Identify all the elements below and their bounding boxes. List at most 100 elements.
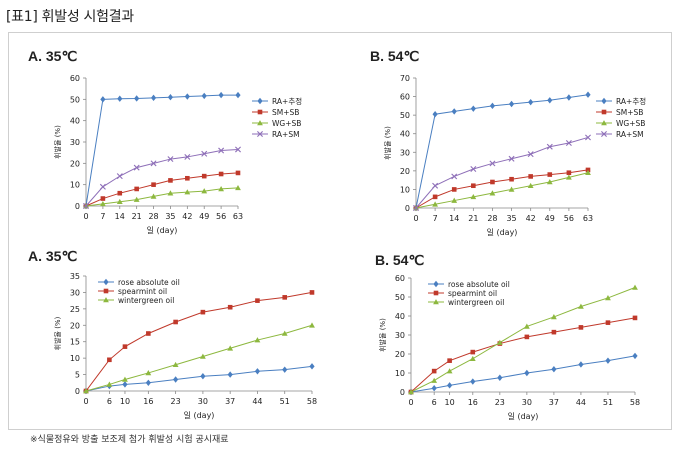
x-tick-label: 63 bbox=[583, 214, 593, 223]
data-point bbox=[546, 143, 553, 150]
legend-entry: spearmint oil bbox=[428, 289, 497, 298]
data-point bbox=[117, 95, 123, 102]
x-axis-label: 일 (day) bbox=[147, 226, 178, 235]
data-point bbox=[145, 370, 152, 376]
data-point bbox=[447, 382, 453, 389]
legend-marker bbox=[103, 288, 109, 294]
x-tick-label: 28 bbox=[487, 214, 497, 223]
data-point bbox=[509, 176, 514, 182]
legend-label: wintergreen oil bbox=[118, 296, 174, 305]
data-point bbox=[282, 295, 288, 300]
y-tick-label: 40 bbox=[70, 117, 80, 126]
x-tick-label: 7 bbox=[100, 212, 105, 221]
series-line bbox=[415, 136, 589, 209]
data-point bbox=[218, 186, 225, 192]
data-point bbox=[585, 134, 591, 141]
data-point bbox=[116, 173, 123, 180]
data-point bbox=[122, 344, 128, 349]
data-point bbox=[632, 352, 638, 360]
data-point bbox=[508, 186, 515, 192]
series-2 bbox=[408, 284, 638, 395]
y-tick-label: 10 bbox=[395, 369, 405, 378]
data-point bbox=[235, 184, 241, 191]
legend-marker bbox=[433, 299, 439, 305]
legend-marker bbox=[257, 131, 263, 137]
x-axis-label: 일 (day) bbox=[487, 228, 518, 237]
x-tick-label: 37 bbox=[549, 398, 559, 407]
data-point bbox=[489, 102, 496, 110]
legend-label: RA+SM bbox=[272, 130, 300, 139]
panel-title-b-top: B. 54℃ bbox=[370, 48, 420, 64]
figure-frame bbox=[8, 32, 672, 430]
y-tick-label: 50 bbox=[400, 111, 410, 120]
legend-entry: SM+SB bbox=[596, 108, 643, 117]
data-point bbox=[578, 303, 584, 309]
data-point bbox=[508, 155, 515, 162]
series-0 bbox=[83, 363, 315, 395]
legend-marker bbox=[433, 280, 439, 288]
data-point bbox=[254, 368, 261, 375]
legend-marker bbox=[103, 297, 109, 303]
data-point bbox=[281, 330, 288, 336]
legend-label: SM+SB bbox=[272, 108, 299, 117]
data-point bbox=[184, 93, 190, 100]
x-tick-label: 23 bbox=[495, 398, 505, 407]
page-title: [표1] 휘발성 시험결과 bbox=[6, 9, 134, 25]
data-point bbox=[172, 361, 179, 368]
data-point bbox=[151, 182, 156, 187]
x-tick-label: 42 bbox=[182, 212, 192, 221]
x-tick-label: 0 bbox=[413, 214, 418, 223]
x-tick-label: 0 bbox=[408, 398, 413, 407]
legend-marker bbox=[257, 97, 263, 105]
data-point bbox=[167, 190, 174, 196]
legend-label: WG+SB bbox=[272, 119, 301, 128]
y-tick-label: 50 bbox=[70, 95, 80, 104]
x-tick-label: 35 bbox=[506, 214, 516, 223]
legend-marker bbox=[257, 109, 263, 115]
y-tick-label: 60 bbox=[400, 93, 410, 102]
chart-B1: 0 10 20 30 40 50 60 70 0 7 14 21 28 35 42 49 56 63 일 (day)… bbox=[383, 74, 646, 237]
legend-label: RA+추정 bbox=[616, 96, 646, 106]
x-tick-label: 21 bbox=[468, 214, 478, 223]
y-axis-label: 휘발율 (%) bbox=[378, 318, 387, 352]
footer-note: ※식물정유와 방출 보조제 첨가 휘발성 시험 공시재료 bbox=[30, 435, 229, 445]
data-point bbox=[173, 319, 178, 325]
y-tick-label: 10 bbox=[70, 181, 80, 190]
data-point bbox=[184, 153, 191, 160]
data-point bbox=[200, 373, 206, 380]
y-tick-label: 20 bbox=[70, 159, 80, 168]
series-line bbox=[415, 94, 589, 209]
data-point bbox=[527, 182, 534, 189]
x-tick-label: 10 bbox=[445, 398, 455, 407]
y-tick-label: 30 bbox=[70, 138, 80, 147]
data-point bbox=[282, 366, 288, 373]
y-tick-label: 20 bbox=[70, 321, 80, 330]
x-tick-label: 51 bbox=[603, 398, 613, 407]
x-tick-label: 37 bbox=[225, 397, 235, 406]
data-point bbox=[471, 183, 476, 189]
series-2 bbox=[83, 322, 315, 394]
data-point bbox=[528, 174, 533, 179]
data-point bbox=[201, 92, 207, 100]
legend-entry: WG+SB bbox=[596, 119, 645, 128]
legend-marker bbox=[601, 97, 607, 105]
data-point bbox=[201, 188, 208, 194]
series-1 bbox=[83, 290, 315, 394]
data-point bbox=[218, 147, 225, 154]
y-tick-label: 40 bbox=[395, 312, 405, 321]
data-point bbox=[235, 146, 241, 153]
x-tick-label: 56 bbox=[216, 212, 226, 221]
data-point bbox=[432, 201, 439, 207]
data-point bbox=[201, 173, 207, 179]
legend-entry: rose absolute oil bbox=[98, 278, 180, 287]
legend-marker bbox=[601, 109, 607, 115]
legend-label: rose absolute oil bbox=[448, 280, 510, 289]
data-point bbox=[185, 175, 190, 181]
y-tick-label: 50 bbox=[395, 293, 405, 302]
data-point bbox=[451, 187, 457, 192]
legend-label: spearmint oil bbox=[448, 289, 497, 298]
series-line bbox=[85, 324, 313, 392]
x-tick-label: 30 bbox=[198, 397, 208, 406]
data-point bbox=[632, 284, 638, 290]
legend-entry: WG+SB bbox=[252, 119, 301, 128]
